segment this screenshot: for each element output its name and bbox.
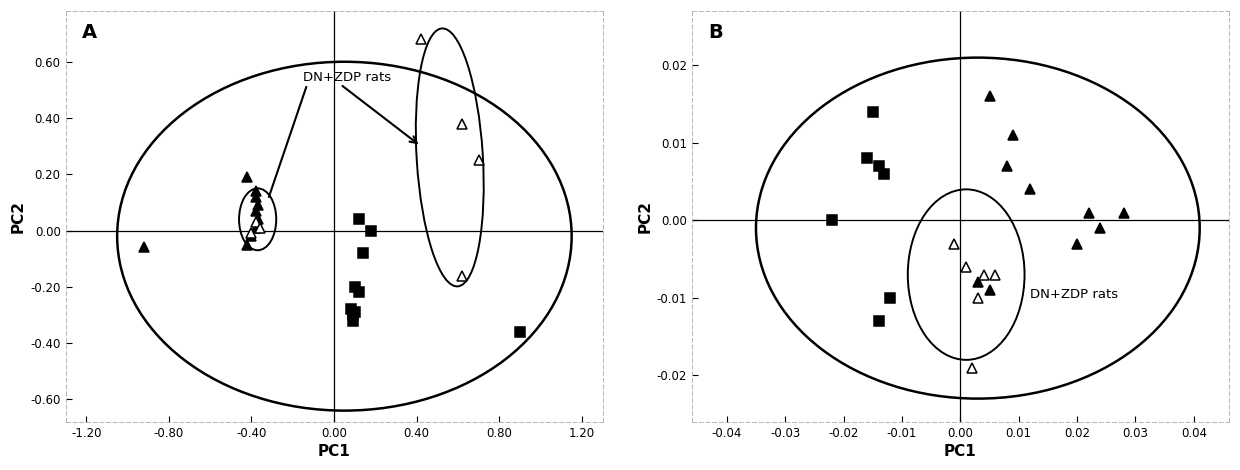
X-axis label: PC1: PC1 [317,444,351,459]
Y-axis label: PC2: PC2 [637,200,652,233]
Text: DN+ZDP rats: DN+ZDP rats [1030,288,1118,301]
Text: DN+ZDP rats: DN+ZDP rats [303,71,391,84]
X-axis label: PC1: PC1 [944,444,977,459]
Y-axis label: PC2: PC2 [11,200,26,233]
Text: A: A [82,24,97,42]
Text: B: B [708,24,723,42]
